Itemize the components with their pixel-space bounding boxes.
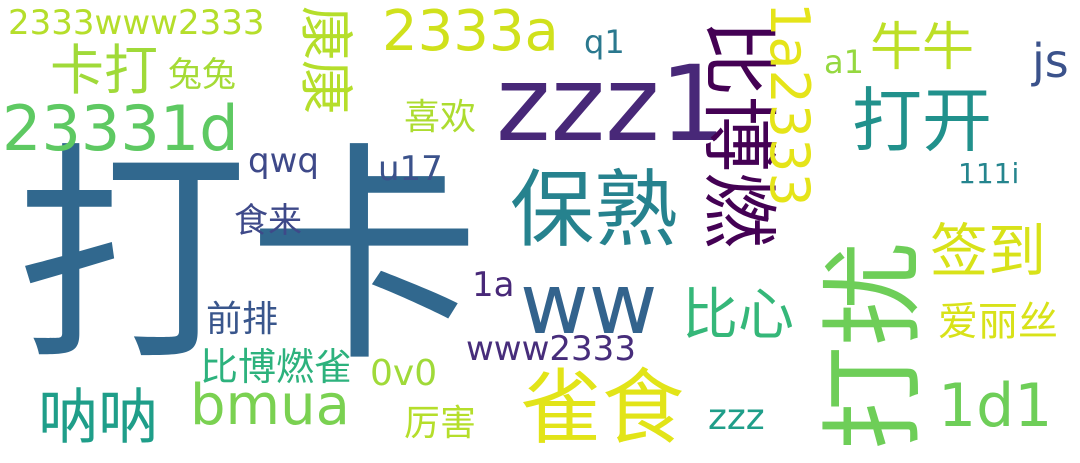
word-1a: 1a xyxy=(472,265,515,305)
word-qiandao: 签到 xyxy=(930,217,1047,285)
word-q1: q1 xyxy=(584,23,625,61)
word-www2333: www2333 xyxy=(466,329,636,369)
word-qwq: qwq xyxy=(248,141,319,181)
word-niuniu: 牛牛 xyxy=(870,18,975,78)
word-qianpai: 前排 xyxy=(206,299,279,340)
word-queshi: 雀食 xyxy=(520,361,685,456)
word-js: js xyxy=(1032,34,1069,88)
word-111i: 111i xyxy=(958,157,1020,190)
word-a1: a1 xyxy=(824,43,864,81)
word-ww: ww xyxy=(520,255,658,353)
word-lihai: 厉害 xyxy=(404,403,477,444)
word-ailisi: 爱丽丝 xyxy=(938,299,1058,345)
word-xihuan: 喜欢 xyxy=(404,97,477,138)
word-tutu: 兔兔 xyxy=(168,55,236,95)
word-nana: 呐呐 xyxy=(38,383,158,453)
word-daorao: 打扰 xyxy=(813,241,935,450)
word-zzz: zzz xyxy=(708,397,765,438)
word-daka: 打卡 xyxy=(16,123,481,393)
word-kangkang: 康康 xyxy=(294,6,357,114)
word-23331d: 23331d xyxy=(2,92,239,165)
word-shilai: 食来 xyxy=(234,201,302,241)
word-0v0: 0v0 xyxy=(370,353,438,394)
word-baoshu: 保熟 xyxy=(510,161,679,259)
word-2333a: 2333a xyxy=(382,0,559,64)
word-dakai: 打开 xyxy=(852,80,992,162)
word-u17: u17 xyxy=(378,149,443,189)
word-2333www2333: 2333www2333 xyxy=(8,3,265,43)
word-1a2333: 1a2333 xyxy=(758,2,821,207)
word-1d1: 1d1 xyxy=(938,371,1053,441)
word-bixin: 比心 xyxy=(682,283,794,348)
word-kada: 卡打 xyxy=(50,39,158,102)
word-bibo-ranque: 比博燃雀 xyxy=(200,345,353,389)
word-bmua: bmua xyxy=(190,373,350,438)
word-zzz1: zzz1 xyxy=(496,43,726,165)
